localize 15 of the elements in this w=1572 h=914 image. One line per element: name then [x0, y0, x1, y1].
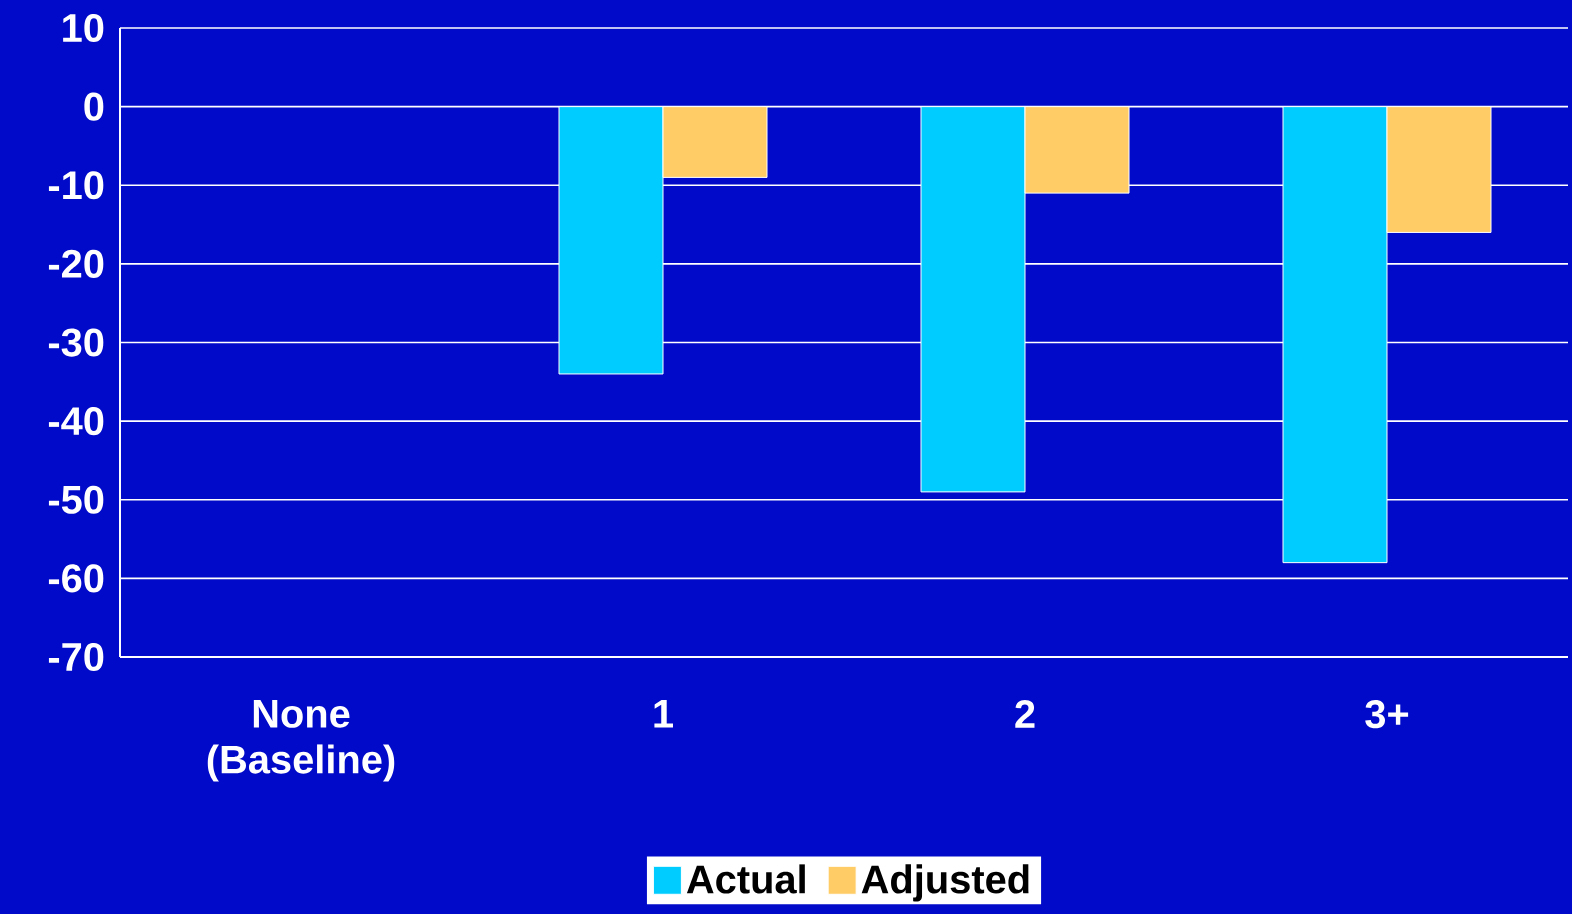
y-tick-label: -60: [48, 564, 104, 593]
x-tick-label: 3+: [1365, 700, 1409, 729]
x-tick-label: None (Baseline): [207, 700, 395, 782]
y-tick-label: -10: [48, 171, 104, 200]
y-tick-label: -50: [48, 485, 104, 514]
legend-label: Actual: [686, 864, 805, 894]
y-tick-label: -40: [48, 407, 104, 436]
y-tick-label: -20: [48, 249, 104, 278]
y-tick-label: 0: [84, 92, 104, 121]
x-tick-label: 2: [1015, 700, 1035, 728]
y-tick-label: -30: [48, 328, 104, 357]
y-tick-label: 10: [63, 13, 104, 43]
y-tick-label: -70: [48, 642, 104, 672]
x-tick-label: 1: [654, 700, 673, 728]
legend-label: Adjusted: [861, 864, 1029, 902]
